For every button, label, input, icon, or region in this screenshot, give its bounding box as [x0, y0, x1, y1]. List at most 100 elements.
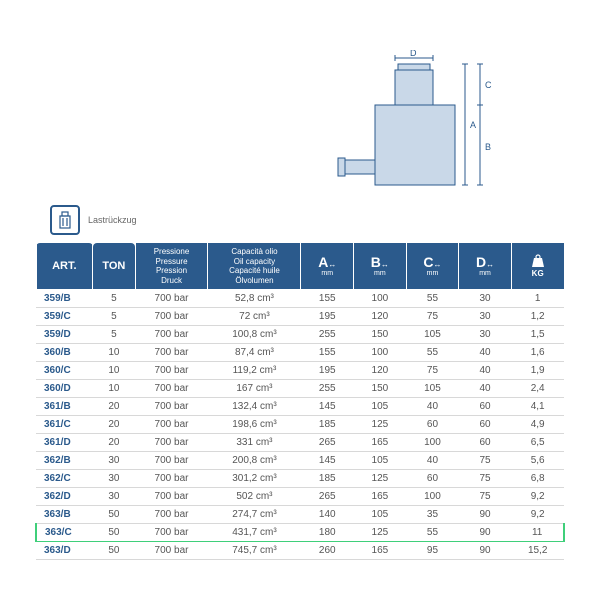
cell-B: 150: [354, 380, 407, 398]
cell-art: 361/C: [36, 416, 93, 434]
cell-ton: 5: [93, 290, 135, 308]
cell-cap: 502 cm³: [208, 488, 301, 506]
cell-kg: 15,2: [511, 542, 564, 560]
cell-B: 150: [354, 326, 407, 344]
cell-cap: 331 cm³: [208, 434, 301, 452]
cell-art: 360/C: [36, 362, 93, 380]
header-weight: KG: [511, 243, 564, 290]
table-row: 359/C5700 bar72 cm³19512075301,2: [36, 308, 564, 326]
cell-art: 362/D: [36, 488, 93, 506]
cell-B: 125: [354, 470, 407, 488]
cell-A: 180: [301, 524, 354, 542]
table-row: 363/D50700 bar745,7 cm³260165959015,2: [36, 542, 564, 560]
cell-kg: 6,8: [511, 470, 564, 488]
cell-C: 40: [406, 452, 459, 470]
cell-ton: 30: [93, 488, 135, 506]
diagram-label-d: D: [410, 50, 417, 58]
cell-C: 100: [406, 488, 459, 506]
cell-C: 60: [406, 416, 459, 434]
header-capacity: Capacità olio Oil capacity Capacité huil…: [208, 243, 301, 290]
cell-art: 363/B: [36, 506, 93, 524]
cell-press: 700 bar: [135, 326, 208, 344]
cell-press: 700 bar: [135, 524, 208, 542]
dimension-diagram: D A B C: [320, 50, 520, 200]
cell-cap: 167 cm³: [208, 380, 301, 398]
cell-A: 185: [301, 416, 354, 434]
cell-art: 360/B: [36, 344, 93, 362]
diagram-label-b: B: [485, 142, 491, 152]
table-row: 360/D10700 bar167 cm³255150105402,4: [36, 380, 564, 398]
table-row: 363/B50700 bar274,7 cm³14010535909,2: [36, 506, 564, 524]
cell-A: 155: [301, 290, 354, 308]
cell-A: 145: [301, 452, 354, 470]
cell-C: 60: [406, 470, 459, 488]
cell-ton: 20: [93, 398, 135, 416]
cell-press: 700 bar: [135, 434, 208, 452]
cell-D: 40: [459, 344, 512, 362]
cell-C: 55: [406, 344, 459, 362]
diagram-label-c: C: [485, 80, 492, 90]
table-body: 359/B5700 bar52,8 cm³15510055301359/C570…: [36, 290, 564, 560]
cell-D: 75: [459, 488, 512, 506]
cell-A: 255: [301, 380, 354, 398]
cell-ton: 50: [93, 542, 135, 560]
cell-ton: 50: [93, 524, 135, 542]
cell-press: 700 bar: [135, 398, 208, 416]
cell-kg: 11: [511, 524, 564, 542]
cell-D: 90: [459, 524, 512, 542]
header-dim-b: B↔mm: [354, 243, 407, 290]
table-row: 361/D20700 bar331 cm³265165100606,5: [36, 434, 564, 452]
weight-icon: [530, 254, 546, 268]
feature-label: Lastrückzug: [50, 205, 137, 235]
cell-B: 100: [354, 344, 407, 362]
cell-B: 120: [354, 308, 407, 326]
cell-C: 40: [406, 398, 459, 416]
cell-art: 362/B: [36, 452, 93, 470]
cell-ton: 10: [93, 362, 135, 380]
cell-D: 90: [459, 542, 512, 560]
header-dim-d: D↔mm: [459, 243, 512, 290]
cell-ton: 30: [93, 470, 135, 488]
cell-cap: 274,7 cm³: [208, 506, 301, 524]
cell-D: 75: [459, 452, 512, 470]
table-header: ART. TON Pressione Pressure Pression Dru…: [36, 243, 564, 290]
cell-cap: 198,6 cm³: [208, 416, 301, 434]
spec-table: ART. TON Pressione Pressure Pression Dru…: [35, 242, 565, 560]
cell-B: 105: [354, 398, 407, 416]
header-art: ART.: [36, 243, 93, 290]
cell-press: 700 bar: [135, 488, 208, 506]
cell-C: 35: [406, 506, 459, 524]
cell-kg: 9,2: [511, 488, 564, 506]
cell-C: 95: [406, 542, 459, 560]
cell-ton: 20: [93, 416, 135, 434]
cell-press: 700 bar: [135, 290, 208, 308]
cell-kg: 1,9: [511, 362, 564, 380]
cell-B: 165: [354, 488, 407, 506]
cell-cap: 745,7 cm³: [208, 542, 301, 560]
table-row: 362/D30700 bar502 cm³265165100759,2: [36, 488, 564, 506]
cell-kg: 4,9: [511, 416, 564, 434]
cell-B: 120: [354, 362, 407, 380]
cell-press: 700 bar: [135, 542, 208, 560]
cell-D: 40: [459, 380, 512, 398]
cell-ton: 30: [93, 452, 135, 470]
cell-D: 30: [459, 326, 512, 344]
cell-D: 75: [459, 470, 512, 488]
cell-art: 361/D: [36, 434, 93, 452]
cell-D: 30: [459, 290, 512, 308]
cell-kg: 9,2: [511, 506, 564, 524]
cell-cap: 132,4 cm³: [208, 398, 301, 416]
table-row: 361/C20700 bar198,6 cm³18512560604,9: [36, 416, 564, 434]
cell-D: 60: [459, 416, 512, 434]
cell-ton: 10: [93, 344, 135, 362]
cell-C: 105: [406, 380, 459, 398]
cell-art: 362/C: [36, 470, 93, 488]
cell-B: 165: [354, 434, 407, 452]
cell-A: 265: [301, 488, 354, 506]
cell-B: 105: [354, 452, 407, 470]
header-dim-a: A↔mm: [301, 243, 354, 290]
cell-C: 105: [406, 326, 459, 344]
cell-ton: 20: [93, 434, 135, 452]
cell-ton: 50: [93, 506, 135, 524]
cell-kg: 5,6: [511, 452, 564, 470]
